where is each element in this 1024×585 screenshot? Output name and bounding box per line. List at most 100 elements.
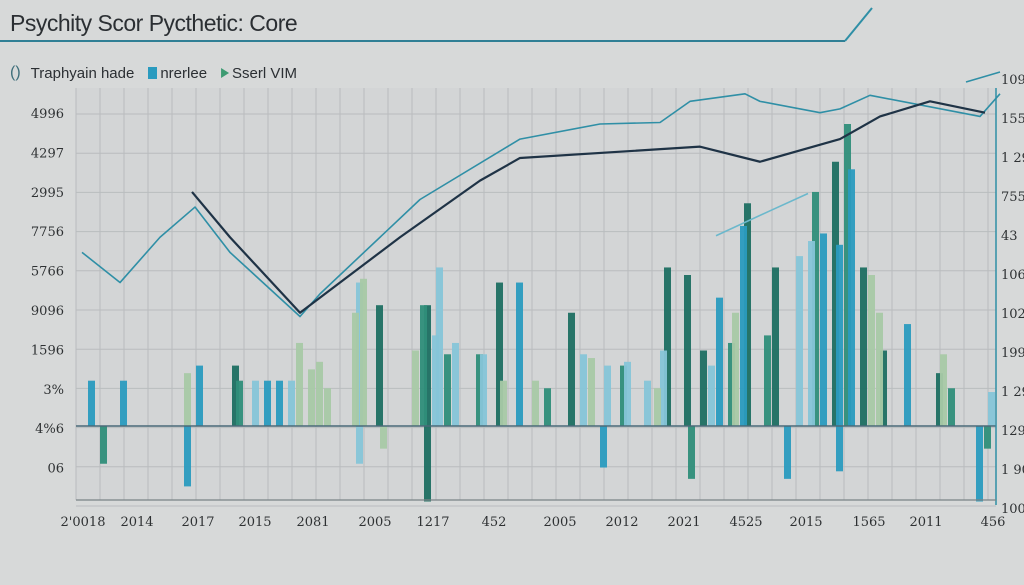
legend-item-2: nrerlee bbox=[148, 65, 207, 82]
bar-teal-dark bbox=[424, 305, 431, 426]
bar-sage bbox=[500, 380, 507, 426]
bar-light-blue bbox=[356, 282, 363, 426]
y-tick-label-right: 106 bbox=[1001, 268, 1024, 283]
bar-sage bbox=[308, 369, 315, 426]
bar-sage bbox=[316, 361, 323, 426]
legend-item-1: Traphyain hade bbox=[31, 65, 135, 82]
bar-blue bbox=[848, 169, 855, 427]
bar-teal-mid bbox=[544, 388, 551, 426]
bar-teal-dark bbox=[832, 161, 839, 426]
bar-sage bbox=[532, 380, 539, 426]
bar-light-blue bbox=[644, 380, 651, 426]
bar-negative-blue bbox=[784, 426, 791, 479]
bar-blue bbox=[904, 324, 911, 426]
y-tick-label-left: 4297 bbox=[31, 146, 64, 161]
legend-paren: () bbox=[10, 64, 21, 81]
x-tick-label: 4525 bbox=[729, 515, 762, 530]
bar-light-blue bbox=[808, 241, 815, 426]
bar-negative-teal-dark bbox=[424, 426, 431, 502]
y-tick-label-right: 102 bbox=[1001, 307, 1024, 322]
bar-blue bbox=[276, 380, 283, 426]
right-axis-flourish bbox=[965, 71, 1001, 83]
bar-blue bbox=[740, 225, 747, 426]
series-light-line bbox=[715, 192, 809, 237]
y-tick-label-right: 1990 bbox=[1001, 346, 1024, 361]
bar-light-blue bbox=[708, 365, 715, 426]
bar-teal-mid bbox=[620, 365, 627, 426]
x-tick-label: 2021 bbox=[667, 515, 700, 530]
legend-label-2: nrerlee bbox=[160, 64, 208, 82]
bar-teal-dark bbox=[936, 373, 943, 426]
bar-teal-mid bbox=[812, 191, 819, 426]
bar-teal-mid bbox=[444, 354, 451, 426]
bar-sage bbox=[588, 358, 595, 426]
y-tick-label-right: 43 bbox=[1001, 229, 1018, 244]
bar-sage bbox=[868, 275, 875, 426]
bar-light-blue bbox=[604, 365, 611, 426]
bar-blue bbox=[836, 244, 843, 426]
x-tick-label: 2011 bbox=[909, 515, 942, 530]
y-tick-label-right: 755 bbox=[1001, 190, 1024, 205]
bar-negative-teal-mid bbox=[688, 426, 695, 479]
bar-teal-dark bbox=[860, 267, 867, 426]
bar-teal-mid bbox=[948, 388, 955, 426]
bar-light-blue bbox=[660, 350, 667, 426]
bar-negative-blue bbox=[976, 426, 983, 502]
bar-teal-dark bbox=[684, 275, 691, 426]
series-dark-line bbox=[191, 100, 986, 314]
bar-negative-sage bbox=[380, 426, 387, 449]
x-tick-label: 456 bbox=[981, 515, 1006, 530]
bar-sage bbox=[324, 388, 331, 426]
bar-light-blue bbox=[432, 335, 439, 426]
y-tick-label-right: 155 bbox=[1001, 112, 1024, 127]
x-tick-label: 452 bbox=[482, 515, 507, 530]
x-tick-label: 2012 bbox=[605, 515, 638, 530]
legend-label-1: Traphyain hade bbox=[30, 64, 135, 82]
y-tick-label-right: 1009 bbox=[1001, 502, 1024, 517]
bar-teal-dark bbox=[664, 267, 671, 426]
title-rule-flourish bbox=[844, 7, 873, 42]
legend-square-swatch-icon bbox=[148, 67, 158, 79]
plot-area bbox=[76, 88, 996, 500]
bar-negative-blue bbox=[184, 426, 191, 487]
bar-teal-dark bbox=[744, 203, 751, 426]
x-tick-label: 2005 bbox=[358, 515, 391, 530]
bar-light-blue bbox=[988, 392, 995, 426]
y-tick-label-right: 1 29 bbox=[1001, 151, 1024, 166]
bar-teal-dark bbox=[496, 282, 503, 426]
y-tick-label-left: 7756 bbox=[31, 225, 64, 240]
bar-negative-light-blue bbox=[356, 426, 363, 464]
bar-negative-teal-mid bbox=[100, 426, 107, 464]
y-tick-label-right: 1096 bbox=[1001, 73, 1024, 88]
bar-light-blue bbox=[624, 361, 631, 426]
bar-sage bbox=[296, 342, 303, 426]
x-tick-label: 2014 bbox=[120, 515, 153, 530]
y-tick-label-right: 1 90 bbox=[1001, 463, 1024, 478]
y-tick-label-left: 9096 bbox=[31, 304, 64, 319]
bar-sage bbox=[732, 312, 739, 426]
bar-blue bbox=[820, 233, 827, 426]
y-tick-label-right: 1290 bbox=[1001, 424, 1024, 439]
bar-sage bbox=[940, 354, 947, 426]
chart-title: Psychity Scor Pycthetic: Core bbox=[10, 10, 298, 36]
x-tick-label: 2015 bbox=[238, 515, 271, 530]
bar-teal-dark bbox=[880, 350, 887, 426]
bar-teal-mid bbox=[728, 342, 735, 426]
legend-label-3: Sserl VIM bbox=[232, 64, 298, 82]
bar-blue bbox=[196, 365, 203, 426]
x-tick-label: 1565 bbox=[852, 515, 885, 530]
x-tick-label: 2015 bbox=[789, 515, 822, 530]
bar-sage bbox=[876, 312, 883, 426]
y-tick-label-left: 2995 bbox=[31, 186, 64, 201]
y-tick-label-left: 4996 bbox=[31, 107, 64, 122]
y-tick-label-left: 4%6 bbox=[35, 422, 64, 437]
bar-light-blue bbox=[436, 267, 443, 426]
bar-light-blue bbox=[480, 354, 487, 426]
x-tick-label: 1217 bbox=[416, 515, 449, 530]
bar-light-blue bbox=[580, 354, 587, 426]
x-tick-label: 2017 bbox=[181, 515, 214, 530]
bar-negative-blue bbox=[836, 426, 843, 472]
y-tick-label-left: 1596 bbox=[31, 343, 64, 358]
